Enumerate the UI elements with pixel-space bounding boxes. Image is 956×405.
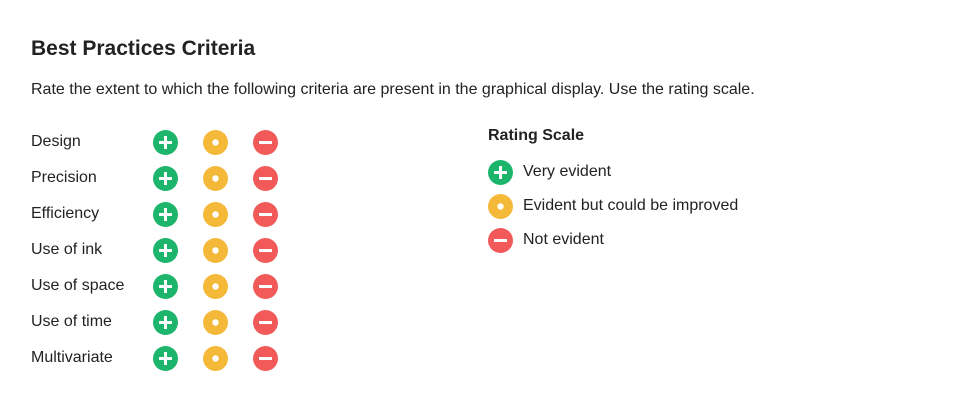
criteria-label: Precision: [31, 169, 97, 186]
dot-icon[interactable]: [203, 273, 228, 299]
plus-icon[interactable]: [153, 165, 178, 191]
rating-scale-label: Not evident: [523, 231, 604, 248]
rating-scale-label: Evident but could be improved: [523, 197, 739, 214]
plus-icon[interactable]: [153, 309, 178, 335]
criteria-row-multivariate: Multivariate: [31, 340, 291, 376]
minus-icon[interactable]: [253, 129, 278, 155]
criteria-label: Efficiency: [31, 205, 100, 222]
page-title: Best Practices Criteria: [31, 37, 256, 60]
minus-icon[interactable]: [253, 201, 278, 227]
plus-icon[interactable]: [153, 273, 178, 299]
rating-scale-item-improvable: Evident but could be improved: [488, 189, 908, 223]
criteria-label: Use of ink: [31, 241, 103, 258]
dot-icon[interactable]: [203, 345, 228, 371]
dot-icon[interactable]: [203, 129, 228, 155]
criteria-label: Multivariate: [31, 349, 113, 366]
dot-icon[interactable]: [203, 201, 228, 227]
criteria-row-use-of-ink: Use of ink: [31, 232, 291, 268]
minus-icon[interactable]: [253, 309, 278, 335]
dot-icon[interactable]: [203, 237, 228, 263]
rating-scale-legend: Rating Scale Very evident Evident but co…: [488, 125, 908, 257]
dot-icon[interactable]: [203, 165, 228, 191]
plus-icon[interactable]: [153, 237, 178, 263]
rating-scale-title: Rating Scale: [488, 127, 585, 144]
plus-icon[interactable]: [153, 129, 178, 155]
criteria-row-use-of-time: Use of time: [31, 304, 291, 340]
criteria-label: Use of space: [31, 277, 125, 294]
minus-icon[interactable]: [253, 345, 278, 371]
plus-icon[interactable]: [153, 201, 178, 227]
criteria-label: Use of time: [31, 313, 112, 330]
plus-icon: [488, 159, 513, 185]
minus-icon: [488, 227, 513, 253]
rating-scale-label: Very evident: [523, 163, 612, 180]
criteria-list: Design Precision Efficiency Use of ink U…: [31, 124, 291, 376]
dot-icon: [488, 193, 513, 219]
rating-scale-item-not-evident: Not evident: [488, 223, 908, 257]
criteria-row-precision: Precision: [31, 160, 291, 196]
minus-icon[interactable]: [253, 237, 278, 263]
criteria-label: Design: [31, 133, 81, 150]
criteria-row-efficiency: Efficiency: [31, 196, 291, 232]
dot-icon[interactable]: [203, 309, 228, 335]
rating-scale-item-very-evident: Very evident: [488, 155, 908, 189]
minus-icon[interactable]: [253, 165, 278, 191]
criteria-row-use-of-space: Use of space: [31, 268, 291, 304]
plus-icon[interactable]: [153, 345, 178, 371]
criteria-row-design: Design: [31, 124, 291, 160]
instructions-text: Rate the extent to which the following c…: [31, 81, 755, 98]
minus-icon[interactable]: [253, 273, 278, 299]
